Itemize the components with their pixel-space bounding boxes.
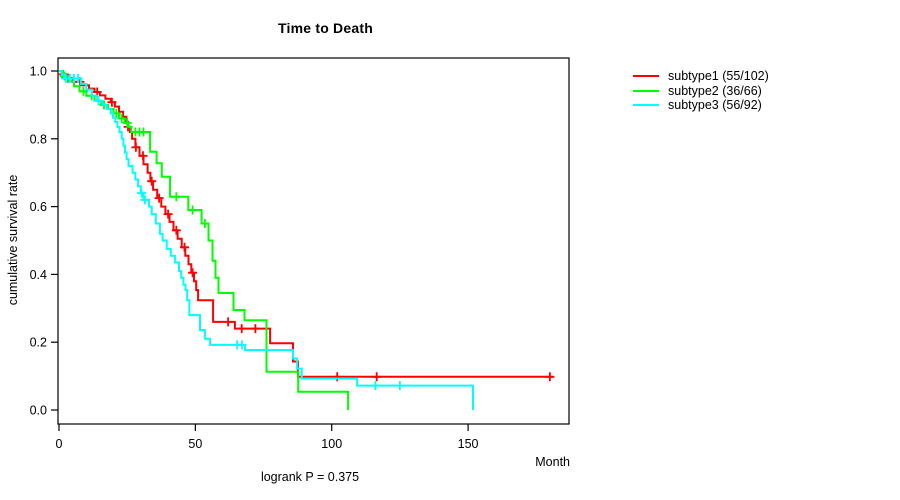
legend-item-subtype1: subtype1 (55/102) bbox=[633, 69, 769, 84]
survival-curve-subtype1 bbox=[59, 70, 553, 378]
survival-curve-subtype2 bbox=[59, 70, 350, 410]
plot-frame bbox=[57, 57, 570, 425]
chart-title: Time to Death bbox=[278, 20, 373, 36]
censor-marks-subtype1 bbox=[57, 69, 555, 382]
legend-label-subtype2: subtype2 (36/66) bbox=[668, 83, 762, 98]
censor-marks-subtype3 bbox=[61, 74, 405, 391]
x-tick-label: 150 bbox=[458, 437, 479, 451]
y-tick-label: 0.0 bbox=[30, 404, 47, 418]
legend-label-subtype1: subtype1 (55/102) bbox=[668, 69, 769, 84]
y-tick-label: 1.0 bbox=[30, 65, 47, 79]
legend: subtype1 (55/102) subtype2 (36/66) subty… bbox=[633, 69, 769, 113]
legend-label-subtype3: subtype3 (56/92) bbox=[668, 98, 762, 113]
legend-line-subtype1 bbox=[633, 75, 659, 78]
legend-item-subtype3: subtype3 (56/92) bbox=[633, 98, 769, 113]
x-tick-label: 100 bbox=[321, 437, 342, 451]
y-tick-label: 0.4 bbox=[30, 268, 47, 282]
legend-line-subtype3 bbox=[633, 104, 659, 107]
y-tick-label: 0.2 bbox=[30, 336, 47, 350]
censor-marks-subtype2 bbox=[60, 71, 210, 228]
logrank-annotation: logrank P = 0.375 bbox=[260, 470, 360, 484]
y-tick-label: 0.8 bbox=[30, 132, 47, 146]
legend-item-subtype2: subtype2 (36/66) bbox=[633, 84, 769, 99]
x-tick-label: 50 bbox=[188, 437, 202, 451]
x-tick-label: 0 bbox=[56, 437, 63, 451]
y-tick-label: 0.6 bbox=[30, 200, 47, 214]
x-axis-label: Month bbox=[535, 455, 570, 469]
legend-line-subtype2 bbox=[633, 89, 659, 92]
